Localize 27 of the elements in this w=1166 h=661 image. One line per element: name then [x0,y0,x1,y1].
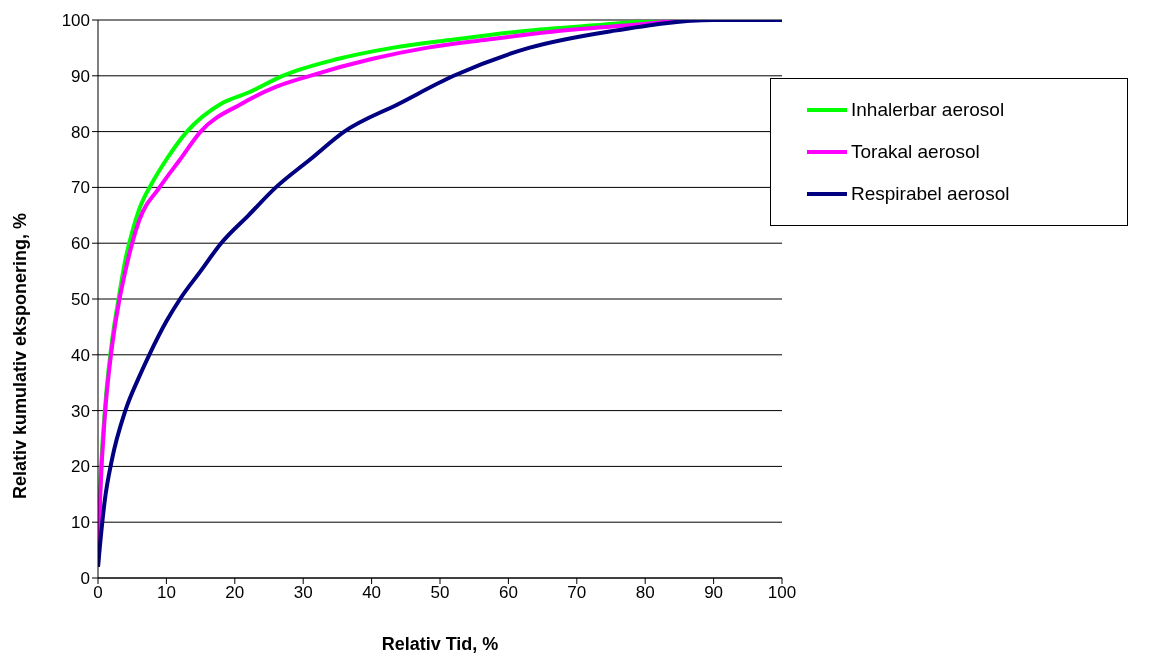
x-tick-label: 80 [635,583,655,603]
legend-label: Respirabel aerosol [851,182,1010,206]
x-tick-label: 0 [93,583,103,603]
x-tick-label: 100 [767,583,797,603]
y-tick-label: 90 [71,66,90,86]
y-tick-label: 0 [80,569,90,589]
x-tick-label: 90 [704,583,724,603]
y-tick-label: 30 [71,401,90,421]
x-tick-label: 70 [567,583,587,603]
x-tick-label: 10 [156,583,176,603]
x-axis-title: Relativ Tid, % [381,634,499,654]
y-axis-title: Relativ kumulativ eksponering, % [10,212,31,499]
x-tick-label: 50 [430,583,450,603]
x-tick-label: 60 [498,583,518,603]
legend-label: Torakal aerosol [851,140,980,164]
y-tick-label: 100 [61,11,90,31]
y-tick-label: 60 [71,234,90,254]
y-tick-label: 20 [71,457,90,477]
y-tick-label: 70 [71,178,90,198]
legend-label: Inhalerbar aerosol [851,98,1005,122]
y-tick-label: 10 [71,513,90,533]
x-tick-label: 40 [362,583,382,603]
y-tick-label: 40 [71,345,90,365]
x-tick-label: 20 [225,583,245,603]
x-tick-label: 30 [293,583,313,603]
y-tick-label: 50 [71,290,90,310]
y-tick-label: 80 [71,122,90,142]
